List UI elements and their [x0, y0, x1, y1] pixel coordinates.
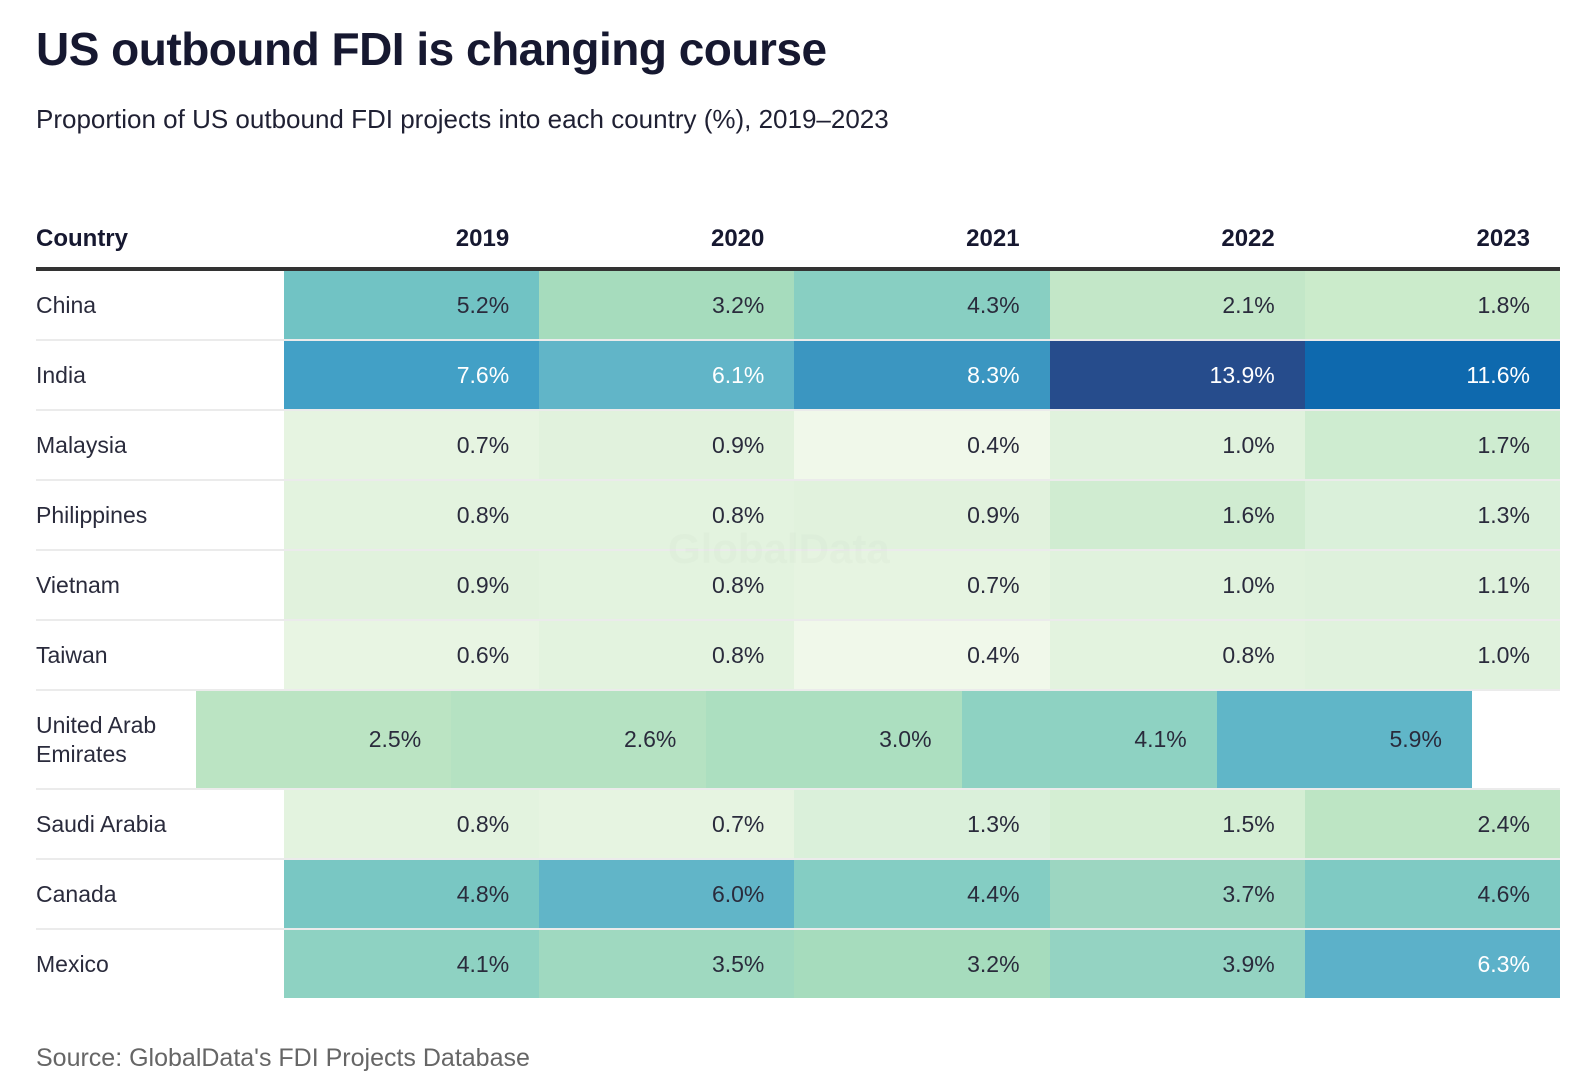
- column-header-year: 2023: [1476, 224, 1530, 252]
- heatmap-cell: 0.8%: [1049, 621, 1305, 689]
- heatmap-cell: 0.8%: [284, 481, 540, 549]
- country-label: Mexico: [36, 930, 284, 998]
- heatmap-cell: 0.7%: [284, 411, 540, 479]
- column-header-year: 2019: [455, 224, 510, 252]
- heatmap-cell: 5.9%: [1216, 691, 1472, 788]
- heatmap-cell: 4.1%: [961, 691, 1217, 788]
- heatmap-cell: 7.6%: [284, 341, 540, 409]
- heatmap-cell: 8.3%: [794, 341, 1050, 409]
- source-note: Source: GlobalData's FDI Projects Databa…: [36, 1044, 530, 1072]
- table-row: Taiwan 0.6% 0.8% 0.4% 0.8% 1.0%: [36, 621, 1560, 691]
- heatmap-cell: 0.7%: [794, 551, 1050, 619]
- heatmap-cell: 0.8%: [284, 790, 540, 858]
- heatmap-cell: 1.3%: [794, 790, 1050, 858]
- country-label: Vietnam: [36, 551, 284, 619]
- heatmap-cell: 0.8%: [539, 621, 795, 689]
- country-label: India: [36, 341, 284, 409]
- heatmap-cell: 1.5%: [1049, 790, 1305, 858]
- heatmap-cell: 13.9%: [1049, 341, 1305, 409]
- table-row: China 5.2% 3.2% 4.3% 2.1% 1.8%: [36, 271, 1560, 341]
- heatmap-cell: 4.1%: [284, 930, 540, 998]
- heatmap-cell: 0.4%: [794, 621, 1050, 689]
- table-row: Malaysia 0.7% 0.9% 0.4% 1.0% 1.7%: [36, 411, 1560, 481]
- chart-subtitle: Proportion of US outbound FDI projects i…: [36, 104, 889, 134]
- heatmap-cell: 2.4%: [1304, 790, 1560, 858]
- heatmap-cell: 1.0%: [1049, 551, 1305, 619]
- heatmap-cell: 4.6%: [1304, 860, 1560, 928]
- heatmap-cell: 4.3%: [794, 271, 1050, 339]
- heatmap-cell: 3.5%: [539, 930, 795, 998]
- heatmap-cell: 1.1%: [1304, 551, 1560, 619]
- heatmap-cell: 3.2%: [539, 271, 795, 339]
- table-row: India 7.6% 6.1% 8.3% 13.9% 11.6%: [36, 341, 1560, 411]
- country-label: China: [36, 271, 284, 339]
- country-label: Philippines: [36, 481, 284, 549]
- table-row: Canada 4.8% 6.0% 4.4% 3.7% 4.6%: [36, 860, 1560, 930]
- heatmap-cell: 6.1%: [539, 341, 795, 409]
- table-row: Saudi Arabia 0.8% 0.7% 1.3% 1.5% 2.4%: [36, 790, 1560, 860]
- heatmap-cell: 3.2%: [794, 930, 1050, 998]
- heatmap-cell: 0.8%: [539, 551, 795, 619]
- table-row: Philippines 0.8% 0.8% 0.9% 1.6% 1.3%: [36, 481, 1560, 551]
- heatmap-cell: 3.0%: [706, 691, 962, 788]
- country-label: Taiwan: [36, 621, 284, 689]
- heatmap-cell: 2.6%: [451, 691, 707, 788]
- heatmap-cell: 4.8%: [284, 860, 540, 928]
- heatmap-cell: 1.0%: [1304, 621, 1560, 689]
- heatmap-table: Country 2019 2020 2021 2022 2023 China 5.…: [36, 210, 1560, 998]
- heatmap-cell: 3.9%: [1049, 930, 1305, 998]
- column-header-country: Country: [36, 224, 128, 252]
- table-body: China 5.2% 3.2% 4.3% 2.1% 1.8% India 7.6% 6.1% 8.…: [36, 271, 1560, 998]
- table-row: Mexico 4.1% 3.5% 3.2% 3.9% 6.3%: [36, 930, 1560, 998]
- heatmap-cell: 11.6%: [1304, 341, 1560, 409]
- heatmap-cell: 1.3%: [1304, 481, 1560, 549]
- heatmap-cell: 1.6%: [1049, 481, 1305, 549]
- table-row: Vietnam 0.9% 0.8% 0.7% 1.0% 1.1%: [36, 551, 1560, 621]
- country-label: United Arab Emirates: [36, 691, 196, 788]
- table-row: United Arab Emirates 2.5% 2.6% 3.0% 4.1% 5.9%: [36, 691, 1560, 790]
- column-header-year: 2022: [1221, 224, 1275, 252]
- chart-title: US outbound FDI is changing course: [36, 23, 827, 75]
- country-label: Malaysia: [36, 411, 284, 479]
- heatmap-cell: 3.7%: [1049, 860, 1305, 928]
- heatmap-cell: 0.7%: [539, 790, 795, 858]
- heatmap-cell: 4.4%: [794, 860, 1050, 928]
- column-header-year: 2021: [966, 224, 1020, 252]
- heatmap-cell: 2.1%: [1049, 271, 1305, 339]
- country-label: Canada: [36, 860, 284, 928]
- column-header-year: 2020: [710, 224, 765, 252]
- heatmap-cell: 0.9%: [794, 481, 1050, 549]
- heatmap-cell: 1.7%: [1304, 411, 1560, 479]
- heatmap-cell: 6.0%: [539, 860, 795, 928]
- heatmap-cell: 0.6%: [284, 621, 540, 689]
- country-label: Saudi Arabia: [36, 790, 284, 858]
- heatmap-cell: 0.4%: [794, 411, 1050, 479]
- heatmap-cell: 6.3%: [1304, 930, 1560, 998]
- heatmap-cell: 2.5%: [196, 691, 452, 788]
- heatmap-cell: 0.9%: [284, 551, 540, 619]
- table-header-row: Country 2019 2020 2021 2022 2023: [36, 210, 1560, 271]
- heatmap-cell: 5.2%: [284, 271, 540, 339]
- heatmap-cell: 0.9%: [539, 411, 795, 479]
- heatmap-cell: 1.0%: [1049, 411, 1305, 479]
- heatmap-cell: 0.8%: [539, 481, 795, 549]
- heatmap-cell: 1.8%: [1304, 271, 1560, 339]
